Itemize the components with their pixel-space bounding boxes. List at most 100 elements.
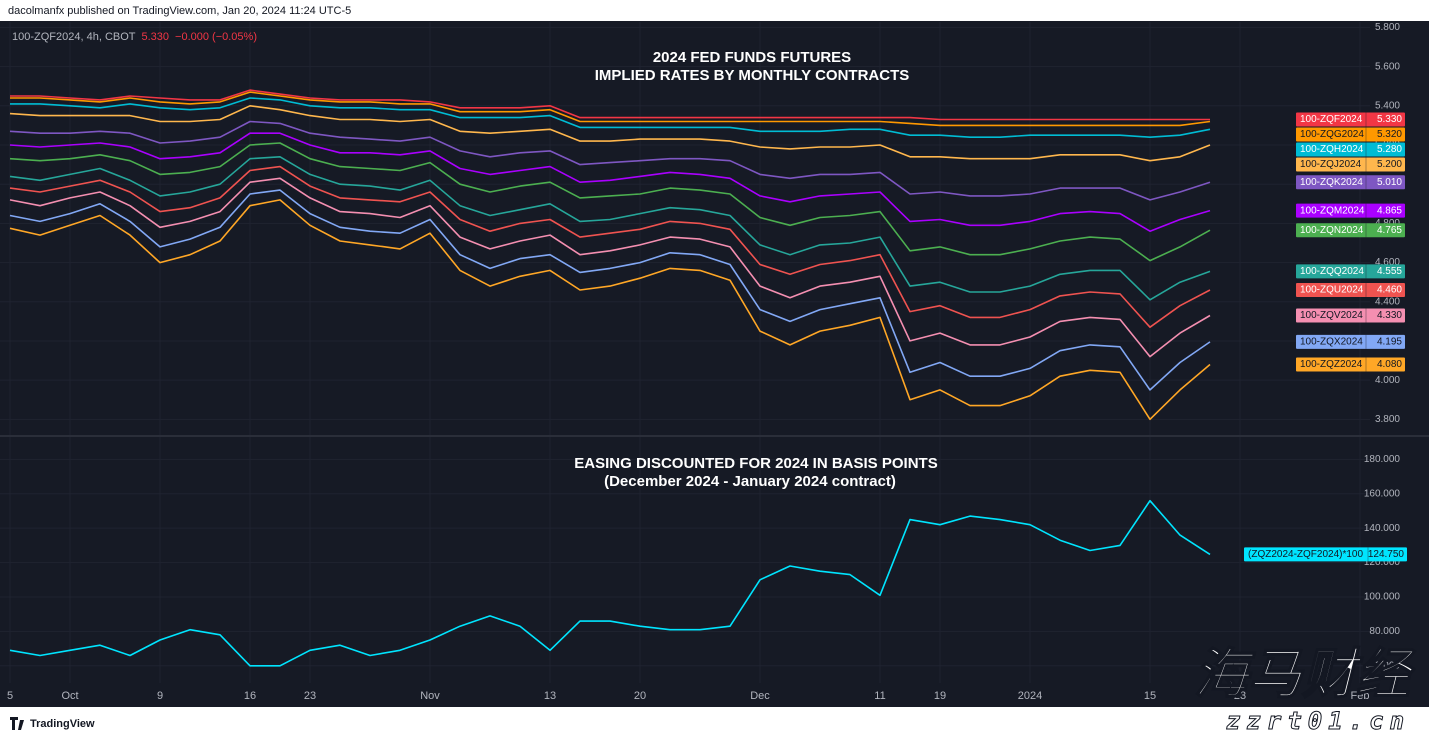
chart-title: 2024 FED FUNDS FUTURES bbox=[653, 49, 851, 66]
last-value-box bbox=[1296, 308, 1405, 323]
last-value-label: 5.320 bbox=[1377, 129, 1402, 140]
x-tick-label: Feb bbox=[1351, 690, 1370, 702]
last-value-label: 5.330 bbox=[1377, 114, 1402, 125]
last-value-box bbox=[1296, 283, 1405, 297]
series-line bbox=[9, 132, 1211, 232]
x-tick-label: 5 bbox=[7, 690, 13, 702]
plot bbox=[9, 89, 1211, 667]
y-tick-label: 5.400 bbox=[1375, 100, 1400, 111]
last-value-label: 5.010 bbox=[1377, 177, 1402, 188]
series-line bbox=[9, 142, 1211, 262]
x-tick-label: 9 bbox=[157, 690, 163, 702]
grid bbox=[0, 22, 1370, 683]
y-tick-label: 4.600 bbox=[1375, 257, 1400, 268]
last-value-label: 4.080 bbox=[1377, 359, 1402, 370]
x-tick-label: Dec bbox=[750, 690, 770, 702]
series-name-label: 100-ZQV2024 bbox=[1300, 310, 1363, 321]
series-name-label: 100-ZQM2024 bbox=[1300, 205, 1365, 216]
legend-symbol: 100-ZQF2024, 4h, CBOT bbox=[12, 31, 136, 43]
series-name-label: 100-ZQF2024 bbox=[1300, 114, 1363, 125]
series-line bbox=[9, 165, 1211, 328]
y-tick-label: 80.000 bbox=[1369, 626, 1400, 637]
y-tick-label: 140.000 bbox=[1364, 523, 1401, 534]
series-line bbox=[10, 97, 1211, 138]
series-name-label: 100-ZQN2024 bbox=[1300, 225, 1364, 236]
y-tick-label: 4.400 bbox=[1375, 296, 1400, 307]
y-tick-label: 100.000 bbox=[1364, 592, 1401, 603]
last-value-label: 4.555 bbox=[1377, 266, 1402, 277]
last-value-label: 5.280 bbox=[1377, 144, 1402, 155]
pane-legend: 100-ZQF2024, 4h, CBOT 5.330 −0.000 (−0.05%… bbox=[12, 31, 257, 43]
y-tick-label: 60.000 bbox=[1369, 660, 1400, 671]
series-line bbox=[9, 199, 1211, 421]
x-tick-label: 23 bbox=[1234, 690, 1246, 702]
last-value-box bbox=[1296, 264, 1405, 279]
series-line bbox=[9, 189, 1211, 391]
last-value-label: 4.195 bbox=[1377, 337, 1402, 348]
last-value-box bbox=[1296, 357, 1405, 372]
header-text: dacolmanfx published on TradingView.com,… bbox=[8, 5, 351, 17]
last-value-box bbox=[1296, 175, 1405, 190]
series-name-label: 100-ZQU2024 bbox=[1300, 285, 1364, 296]
last-value-label: 4.460 bbox=[1377, 285, 1402, 296]
series-line bbox=[9, 499, 1211, 667]
last-value-box bbox=[1296, 157, 1405, 172]
series-line bbox=[9, 156, 1211, 301]
last-value-box bbox=[1296, 334, 1405, 349]
overlay: 5 Oct 9 16 23 Nov 13 20 Dec 11 19 2024 15 23 Feb 3.800 4… bbox=[7, 22, 1407, 702]
watermark-url: zzrt01.cn bbox=[1226, 707, 1410, 735]
series-line bbox=[10, 89, 1210, 121]
footer-text: TradingView bbox=[30, 718, 95, 730]
chart-subtitle: (December 2024 - January 2024 contract) bbox=[604, 473, 896, 490]
last-value-box bbox=[1296, 223, 1405, 238]
last-value-box bbox=[1296, 142, 1405, 157]
x-tick-label: 20 bbox=[634, 690, 646, 702]
x-tick-label: 16 bbox=[244, 690, 256, 702]
series-name-label: (ZQZ2024-ZQF2024)*100 bbox=[1248, 549, 1363, 560]
last-value-label: 4.765 bbox=[1377, 225, 1402, 236]
series-name-label: 100-ZQG2024 bbox=[1300, 129, 1364, 140]
y-tick-label: 160.000 bbox=[1364, 488, 1401, 499]
x-tick-label: 19 bbox=[934, 690, 946, 702]
legend-last: 5.330 bbox=[142, 31, 170, 43]
last-value-label: 124.750 bbox=[1368, 549, 1405, 560]
x-tick-label: 13 bbox=[544, 690, 556, 702]
series-name-label: 100-ZQX2024 bbox=[1300, 337, 1363, 348]
series-name-label: 100-ZQJ2024 bbox=[1300, 159, 1362, 170]
last-value-label: 5.200 bbox=[1377, 159, 1402, 170]
last-value-label: 4.330 bbox=[1377, 310, 1402, 321]
footer-bar bbox=[0, 707, 1429, 739]
series-line bbox=[9, 177, 1211, 358]
x-tick-label: Oct bbox=[61, 690, 78, 702]
y-tick-label: 5.800 bbox=[1375, 22, 1400, 33]
last-value-box bbox=[1296, 203, 1405, 218]
y-tick-label: 4.000 bbox=[1375, 375, 1400, 386]
chart-title: EASING DISCOUNTED FOR 2024 IN BASIS POIN… bbox=[574, 455, 937, 472]
y-tick-label: 180.000 bbox=[1364, 454, 1401, 465]
x-tick-label: 11 bbox=[874, 690, 885, 702]
chart-subtitle: IMPLIED RATES BY MONTHLY CONTRACTS bbox=[595, 67, 909, 84]
last-value-box bbox=[1244, 547, 1407, 562]
x-tick-label: 15 bbox=[1144, 690, 1156, 702]
footer-logo bbox=[10, 717, 24, 730]
last-value-box bbox=[1296, 127, 1405, 142]
x-tick-label: 2024 bbox=[1018, 690, 1042, 702]
x-tick-label: Nov bbox=[420, 690, 440, 702]
series-name-label: 100-ZQK2024 bbox=[1300, 177, 1363, 188]
y-tick-label: 5.600 bbox=[1375, 61, 1400, 72]
series-name-label: 100-ZQQ2024 bbox=[1300, 266, 1364, 277]
series-name-label: 100-ZQH2024 bbox=[1300, 144, 1364, 155]
series-name-label: 100-ZQZ2024 bbox=[1300, 359, 1363, 370]
x-tick-label: 23 bbox=[304, 690, 316, 702]
legend-change: −0.000 (−0.05%) bbox=[175, 31, 257, 43]
series-line bbox=[10, 91, 1211, 127]
last-value-box bbox=[1296, 112, 1405, 127]
series-line bbox=[9, 120, 1211, 201]
last-value-label: 4.865 bbox=[1377, 205, 1402, 216]
header-bar bbox=[0, 0, 1429, 21]
y-tick-label: 120.000 bbox=[1364, 557, 1401, 568]
y-tick-label: 3.800 bbox=[1375, 414, 1400, 425]
watermark-title: 海马财经 bbox=[1194, 643, 1416, 706]
